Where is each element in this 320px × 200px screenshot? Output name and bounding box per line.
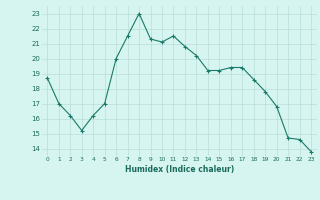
X-axis label: Humidex (Indice chaleur): Humidex (Indice chaleur): [124, 165, 234, 174]
